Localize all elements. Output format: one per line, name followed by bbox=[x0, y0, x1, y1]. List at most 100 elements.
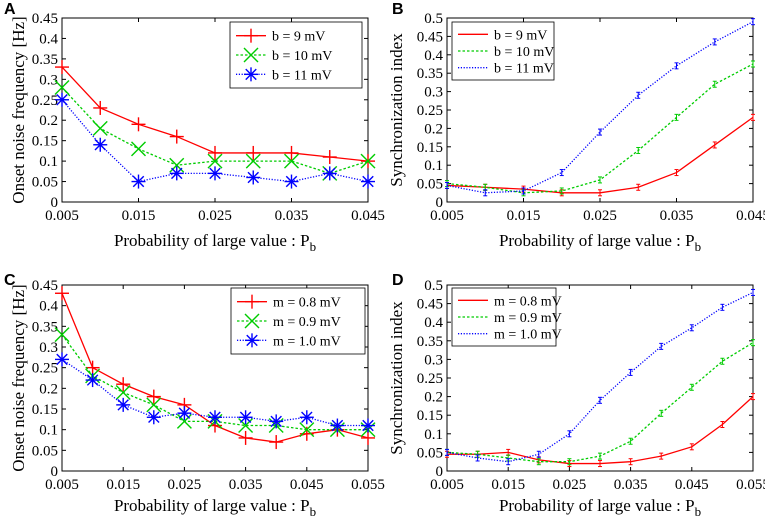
data-point-marker-d2 bbox=[171, 167, 183, 180]
legend: m = 0.8 mV m = 0.9 mV m = 1.0 mV bbox=[451, 287, 562, 347]
data-point-marker-d2 bbox=[247, 171, 259, 184]
data-point bbox=[55, 92, 69, 107]
data-point bbox=[751, 339, 755, 347]
series-3 bbox=[55, 352, 375, 433]
legend-marker-d2 bbox=[244, 313, 260, 329]
x-tick-label: 0.035 bbox=[275, 208, 309, 224]
data-point bbox=[169, 166, 184, 181]
data-point-marker-d2 bbox=[117, 399, 129, 411]
y-tick-label: 0.25 bbox=[417, 371, 443, 387]
data-point bbox=[628, 458, 633, 466]
data-point bbox=[598, 396, 602, 404]
data-point-marker-d2 bbox=[115, 384, 131, 400]
y-tick-label: 0.25 bbox=[417, 103, 443, 119]
data-point bbox=[208, 145, 222, 160]
data-point-marker-d2 bbox=[331, 419, 344, 432]
data-point bbox=[506, 458, 511, 466]
data-point bbox=[559, 187, 564, 195]
data-point bbox=[246, 170, 261, 185]
y-tick-label: 0.5 bbox=[424, 11, 443, 27]
x-tick-label: 0.025 bbox=[553, 477, 587, 493]
data-point bbox=[712, 38, 717, 46]
panel-a: A 0 0.05 0.1 0.15 0.2 0.25 0.3 0.35 0.4 0.45 0.005 0… bbox=[4, 1, 385, 254]
y-tick-label: 0.35 bbox=[32, 52, 58, 68]
legend-item: b = 11 mV bbox=[458, 62, 554, 77]
legend-item: b = 10 mV bbox=[458, 45, 554, 60]
legend-marker-d2 bbox=[245, 68, 257, 81]
data-point bbox=[659, 409, 664, 417]
data-point bbox=[93, 100, 108, 115]
data-point bbox=[208, 410, 222, 425]
y-tick-label: 0.4 bbox=[424, 48, 443, 64]
legend-item: m = 0.9 mV bbox=[237, 313, 341, 330]
x-tick-label: 0.005 bbox=[430, 477, 464, 493]
data-point bbox=[360, 153, 376, 169]
x-tick-label: 0.055 bbox=[736, 477, 765, 493]
data-point-marker-d2 bbox=[131, 141, 146, 157]
data-point bbox=[689, 443, 694, 451]
data-point bbox=[92, 120, 108, 136]
data-point bbox=[131, 117, 146, 132]
legend-item: m = 1.0 mV bbox=[458, 328, 562, 343]
x-tick-label: 0.005 bbox=[45, 208, 79, 224]
data-point-marker-d2 bbox=[285, 175, 298, 188]
legend-marker-d2 bbox=[246, 334, 258, 347]
legend-marker-d2 bbox=[243, 47, 259, 63]
y-tick-label: 0 bbox=[51, 195, 59, 211]
panel-c: C 0 0.05 0.1 0.15 0.2 0.25 0.3 0.35 0.4 0.45 0.005 0… bbox=[4, 272, 385, 519]
series-3 bbox=[55, 92, 375, 189]
data-point bbox=[674, 169, 679, 177]
data-point-marker-d2 bbox=[56, 94, 68, 106]
data-point-marker-d2 bbox=[270, 415, 282, 428]
data-point bbox=[54, 327, 70, 343]
series-2 bbox=[445, 60, 755, 197]
legend-item: b = 11 mV bbox=[236, 67, 332, 83]
y-tick-label: 0.15 bbox=[417, 408, 443, 424]
data-point bbox=[93, 137, 108, 152]
x-tick-label: 0.025 bbox=[583, 208, 617, 224]
data-point bbox=[85, 373, 100, 388]
data-point bbox=[567, 458, 572, 466]
data-point bbox=[720, 303, 725, 311]
data-point-marker-d2 bbox=[207, 153, 223, 169]
legend-label: m = 0.9 mV bbox=[273, 315, 341, 330]
data-point-marker-d2 bbox=[94, 139, 106, 151]
x-tick-label: 0.025 bbox=[168, 477, 202, 493]
data-point bbox=[598, 460, 602, 468]
legend-label: b = 9 mV bbox=[272, 30, 325, 45]
data-point bbox=[177, 406, 192, 421]
data-point-marker-d2 bbox=[146, 397, 162, 413]
data-point bbox=[361, 430, 375, 445]
y-tick-label: 0.2 bbox=[39, 113, 58, 129]
data-point bbox=[116, 377, 131, 392]
data-point bbox=[322, 166, 337, 181]
data-point bbox=[475, 454, 480, 462]
data-point bbox=[445, 448, 449, 456]
legend: m = 0.8 mV m = 0.9 mV m = 1.0 mV bbox=[230, 287, 366, 355]
data-point-marker-d2 bbox=[56, 353, 68, 366]
legend-label: b = 9 mV bbox=[494, 28, 547, 43]
data-point-marker-d2 bbox=[324, 167, 336, 180]
y-tick-label: 0.05 bbox=[417, 445, 443, 461]
data-point bbox=[628, 437, 633, 445]
y-tick-label: 0.25 bbox=[32, 361, 58, 377]
data-point bbox=[269, 414, 284, 429]
panel-b: B 0 0.05 0.1 0.15 0.2 0.25 0.3 0.35 0.4 0.45 0.5 0.0… bbox=[387, 1, 765, 254]
y-tick-label: 0.1 bbox=[39, 154, 58, 170]
y-tick-label: 0.2 bbox=[39, 381, 58, 397]
data-point bbox=[54, 80, 70, 96]
legend: b = 9 mV b = 10 mV b = 11 mV bbox=[451, 21, 554, 81]
legend-label: m = 1.0 mV bbox=[494, 328, 562, 343]
data-point bbox=[146, 397, 162, 413]
data-point-marker-d2 bbox=[92, 120, 108, 136]
data-point bbox=[269, 435, 284, 450]
data-point bbox=[751, 288, 755, 296]
panel-letter: C bbox=[4, 272, 16, 289]
y-tick-label: 0.15 bbox=[417, 140, 443, 156]
data-point bbox=[659, 342, 664, 350]
x-tick-label: 0.035 bbox=[229, 477, 263, 493]
data-point bbox=[483, 189, 488, 197]
data-point bbox=[689, 383, 694, 391]
plot-frame bbox=[61, 284, 369, 472]
y-axis-label: Synchronization index bbox=[387, 33, 406, 187]
